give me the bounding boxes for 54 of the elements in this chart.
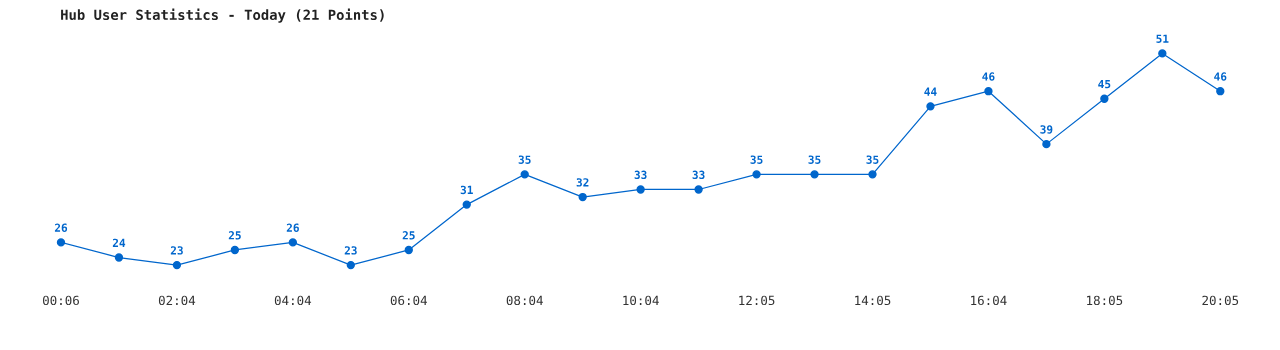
point <box>1042 139 1051 149</box>
point <box>1100 94 1109 103</box>
point <box>346 260 355 270</box>
point <box>172 260 182 270</box>
data-label: 45 <box>1098 80 1111 89</box>
point <box>984 87 993 96</box>
data-label: 33 <box>634 170 647 180</box>
point <box>404 245 413 255</box>
x-tick-label: 16:04 <box>971 295 1007 306</box>
data-label: 25 <box>228 231 241 240</box>
data-label: 44 <box>924 87 937 96</box>
data-label: 23 <box>170 246 183 255</box>
point <box>636 185 645 194</box>
data-label: 35 <box>808 155 821 164</box>
data-label: 39 <box>1040 125 1053 134</box>
data-label: 31 <box>460 185 473 195</box>
data-label: 26 <box>286 223 299 232</box>
point <box>462 200 471 209</box>
x-tick-label: 14:05 <box>855 295 891 306</box>
point <box>578 192 587 202</box>
point <box>56 238 66 247</box>
point <box>114 253 124 262</box>
data-label: 51 <box>1156 34 1169 43</box>
point <box>230 245 240 255</box>
x-tick-label: 02:04 <box>158 295 196 306</box>
x-tick-label: 00:06 <box>42 295 79 306</box>
x-tick-label: 06:04 <box>390 295 427 306</box>
data-label: 32 <box>576 178 589 187</box>
data-label: 23 <box>344 246 357 255</box>
x-tick-label: 18:05 <box>1087 295 1123 306</box>
x-tick-label: 20:05 <box>1202 295 1239 306</box>
point <box>752 170 761 179</box>
x-tick-label: 04:04 <box>274 295 312 306</box>
data-label: 35 <box>750 155 763 164</box>
data-label: 26 <box>54 223 68 232</box>
data-label: 35 <box>866 155 879 164</box>
point <box>926 102 935 111</box>
point <box>1216 87 1225 96</box>
x-tick-label: 12:05 <box>739 295 775 306</box>
data-label: 24 <box>112 238 126 247</box>
chart-title: Hub User Statistics - Today (21 Points) <box>61 8 384 23</box>
point <box>810 170 819 179</box>
data-label: 25 <box>402 231 415 240</box>
data-label: 33 <box>692 170 705 180</box>
data-label: 46 <box>982 72 995 81</box>
data-label: 46 <box>1214 72 1227 81</box>
point <box>288 238 298 247</box>
point <box>1158 49 1167 58</box>
data-label: 35 <box>518 155 531 164</box>
x-tick-label: 10:04 <box>623 295 659 306</box>
point <box>694 185 703 194</box>
point <box>868 170 877 179</box>
x-tick-label: 08:04 <box>506 295 543 306</box>
point <box>520 170 529 179</box>
